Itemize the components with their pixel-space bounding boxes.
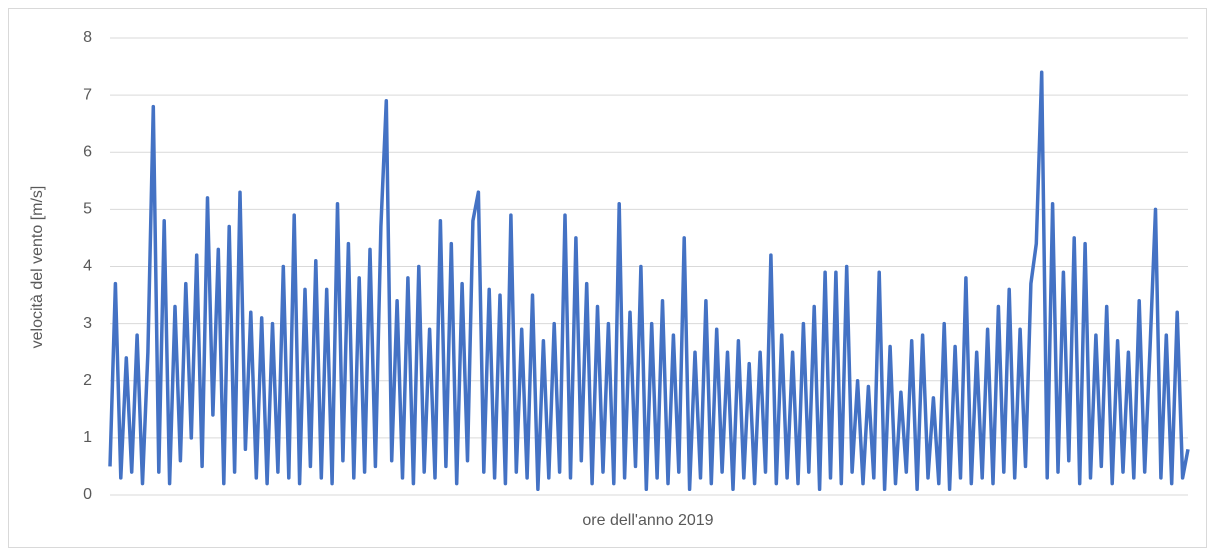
y-tick-label: 3 — [83, 315, 92, 332]
line-series — [108, 70, 1190, 492]
y-tick-label: 8 — [83, 29, 92, 46]
y-tick-label: 2 — [83, 372, 92, 389]
plot — [108, 70, 1190, 492]
y-axis-label: velocità del vento [m/s] — [29, 186, 46, 349]
y-tick-label: 7 — [83, 86, 92, 103]
y-tick-label: 1 — [83, 429, 92, 446]
x-axis-label: ore dell'anno 2019 — [582, 512, 713, 529]
y-tick-label: 5 — [83, 201, 92, 218]
y-tick-label: 6 — [83, 143, 92, 160]
y-tick-label: 0 — [83, 486, 92, 503]
y-tick-label: 4 — [83, 258, 92, 275]
